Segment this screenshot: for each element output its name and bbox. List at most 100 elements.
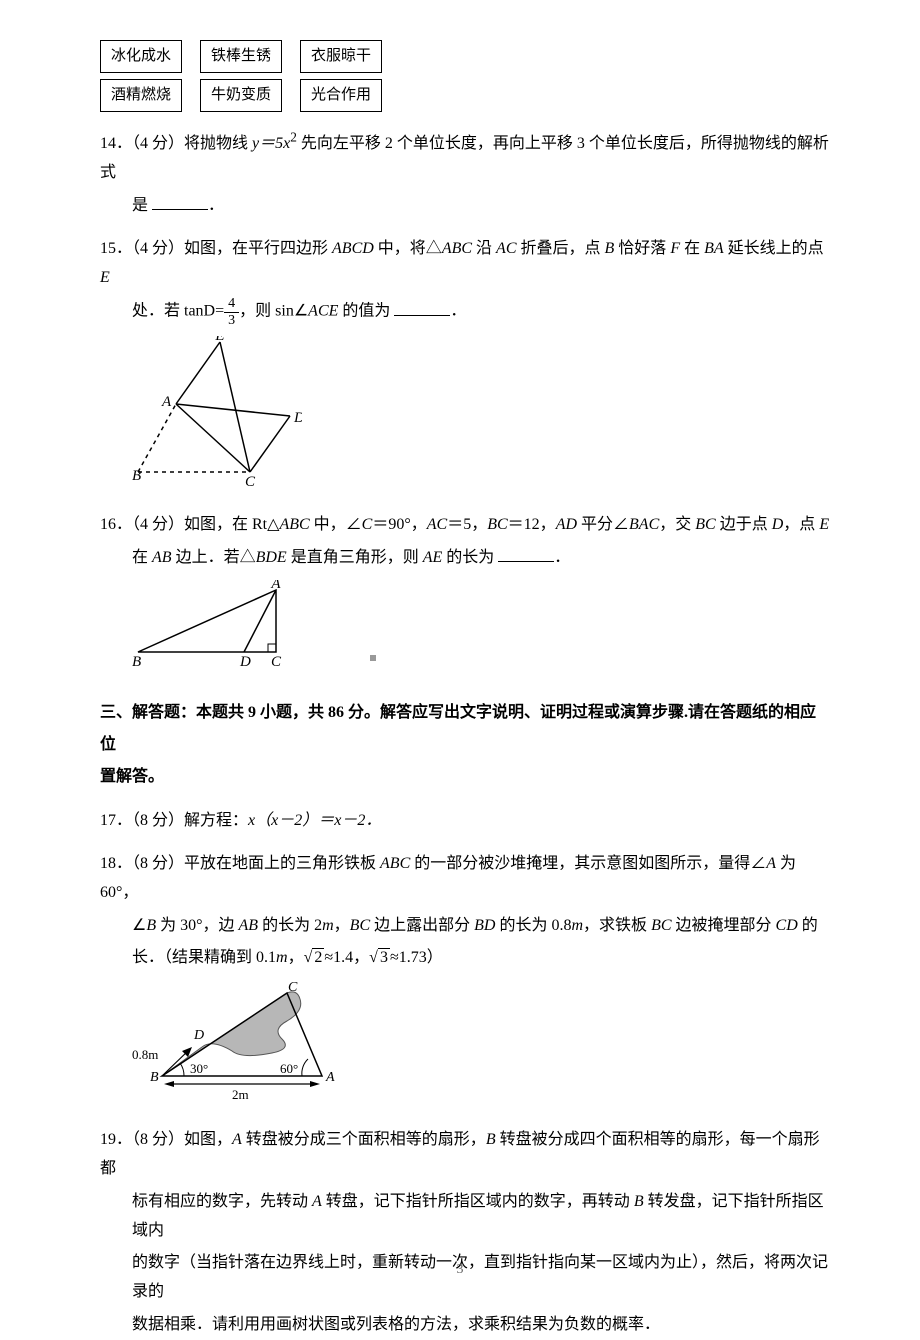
den: 3 (224, 313, 239, 328)
txt: 的一部分被沙堆掩埋，其示意图如图所示，量得∠ (410, 855, 766, 872)
txt: ABC (279, 516, 309, 533)
fraction: 43 (224, 296, 239, 328)
txt: 19．（8 分）如图， (100, 1131, 232, 1148)
txt: 边被掩埋部分 (672, 917, 776, 934)
p19-l2: 标有相应的数字，先转动 A 转盘，记下指针所指区域内的数字，再转动 B 转发盘，… (100, 1188, 830, 1246)
problem-18: 18．（8 分）平放在地面上的三角形铁板 ABC 的一部分被沙堆掩埋，其示意图如… (100, 850, 830, 1112)
txt: BC (695, 516, 715, 533)
txt: 15．（4 分）如图，在平行四边形 (100, 240, 332, 257)
blank (498, 548, 554, 562)
num: 4 (224, 296, 239, 312)
p18-svg: C D 0.8m 30° 60° B A 2m (132, 981, 352, 1101)
svg-text:D: D (293, 410, 302, 426)
txt: 是 (132, 197, 148, 214)
txt: 边上．若△ (172, 549, 256, 566)
p15-l1: 15．（4 分）如图，在平行四边形 ABCD 中，将△ABC 沿 AC 折叠后，… (100, 240, 824, 286)
txt: B (605, 240, 615, 257)
txt: ，则 sin∠ (239, 303, 308, 320)
card-col-3: 衣服晾干 光合作用 (300, 40, 382, 112)
card: 酒精燃烧 (100, 79, 182, 112)
txt: 平分∠ (577, 516, 629, 533)
txt: 折叠后，点 (517, 240, 605, 257)
sqrt2: 2 (304, 944, 325, 973)
svg-text:C: C (288, 981, 298, 995)
p16-figure: A B D C (132, 580, 830, 679)
svg-text:A: A (161, 394, 172, 410)
txt: 转盘被分成三个面积相等的扇形， (242, 1131, 486, 1148)
svg-text:B: B (132, 468, 141, 484)
page-number: 3 (0, 1257, 920, 1282)
txt: 中，∠ (310, 516, 362, 533)
p18-l3: 长．（结果精确到 0.1m，2≈1.4，3≈1.73） (100, 944, 830, 973)
card-grid: 冰化成水 酒精燃烧 铁棒生锈 牛奶变质 衣服晾干 光合作用 (100, 40, 830, 112)
card: 冰化成水 (100, 40, 182, 73)
p18-figure: C D 0.8m 30° 60° B A 2m (132, 981, 830, 1112)
txt: m (571, 917, 583, 934)
svg-text:D: D (239, 654, 251, 668)
p16-l2: 在 AB 边上．若△BDE 是直角三角形，则 AE 的长为 ． (100, 544, 830, 573)
eq: x（x－2）＝x－2． (248, 812, 381, 829)
txt: ＝12， (508, 516, 556, 533)
txt: 的值为 (338, 303, 390, 320)
txt: ，点 (783, 516, 819, 533)
blank (394, 302, 450, 316)
p16-l1: 16．（4 分）如图，在 Rt△ABC 中，∠C＝90°，AC＝5，BC＝12，… (100, 516, 829, 533)
txt: ＝90°， (372, 516, 426, 533)
txt: 三、解答题：本题共 9 小题，共 86 分。解答应写出文字说明、证明过程或演算步… (100, 704, 816, 753)
txt: ACE (308, 303, 338, 320)
txt: ABC (380, 855, 410, 872)
txt: ≈1.4， (324, 950, 369, 967)
txt: A (232, 1131, 242, 1148)
sqrt3: 3 (369, 944, 390, 973)
txt: BDE (256, 549, 287, 566)
card-col-1: 冰化成水 酒精燃烧 (100, 40, 182, 112)
exp: 2 (290, 130, 297, 145)
txt: ， (334, 917, 350, 934)
txt: C (362, 516, 373, 533)
txt: 在 (132, 549, 152, 566)
txt: AC (496, 240, 516, 257)
txt: 是直角三角形，则 (287, 549, 423, 566)
svg-text:30°: 30° (190, 1061, 208, 1076)
rad: 3 (378, 948, 390, 966)
txt: 为 30°，边 (156, 917, 238, 934)
p15-svg: E A D B C (132, 336, 302, 486)
txt: B (146, 917, 156, 934)
card: 光合作用 (300, 79, 382, 112)
txt: 的 (798, 917, 818, 934)
txt: F (670, 240, 680, 257)
card: 衣服晾干 (300, 40, 382, 73)
problem-14: 14．（4 分）将抛物线 y＝5x2 先向左平移 2 个单位长度，再向上平移 3… (100, 126, 830, 221)
txt: CD (776, 917, 798, 934)
txt: 长．（结果精确到 0.1 (132, 950, 276, 967)
blank (152, 196, 208, 210)
svg-text:B: B (132, 654, 141, 668)
svg-text:2m: 2m (232, 1087, 249, 1101)
marker-dot (370, 655, 376, 661)
txt: 边上露出部分 (370, 917, 474, 934)
txt: AE (423, 549, 443, 566)
card-col-2: 铁棒生锈 牛奶变质 (200, 40, 282, 112)
txt: ，交 (659, 516, 695, 533)
problem-17: 17．（8 分）解方程：x（x－2）＝x－2． (100, 807, 830, 836)
eq: y＝5x (252, 135, 290, 152)
rad: 2 (312, 948, 324, 966)
p18-l1: 18．（8 分）平放在地面上的三角形铁板 ABC 的一部分被沙堆掩埋，其示意图如… (100, 855, 796, 901)
txt: m (276, 950, 288, 967)
txt: 16．（4 分）如图，在 Rt△ (100, 516, 279, 533)
txt: 中，将△ (374, 240, 442, 257)
txt: 延长线上的点 (724, 240, 824, 257)
txt: ≈1.73） (390, 950, 443, 967)
txt: 边于点 (716, 516, 772, 533)
p15-l2: 处．若 tanD=43，则 sin∠ACE 的值为 ． (100, 296, 830, 328)
svg-text:C: C (271, 654, 282, 668)
txt: m (322, 917, 334, 934)
svg-text:E: E (214, 336, 224, 344)
txt: BC (487, 516, 507, 533)
txt: 的长为 0.8 (495, 917, 571, 934)
svg-text:D: D (193, 1028, 204, 1043)
p14-text: 14．（4 分）将抛物线 y＝5x2 先向左平移 2 个单位长度，再向上平移 3… (100, 135, 829, 181)
svg-text:B: B (150, 1070, 159, 1085)
txt: E (100, 269, 110, 286)
card: 铁棒生锈 (200, 40, 282, 73)
